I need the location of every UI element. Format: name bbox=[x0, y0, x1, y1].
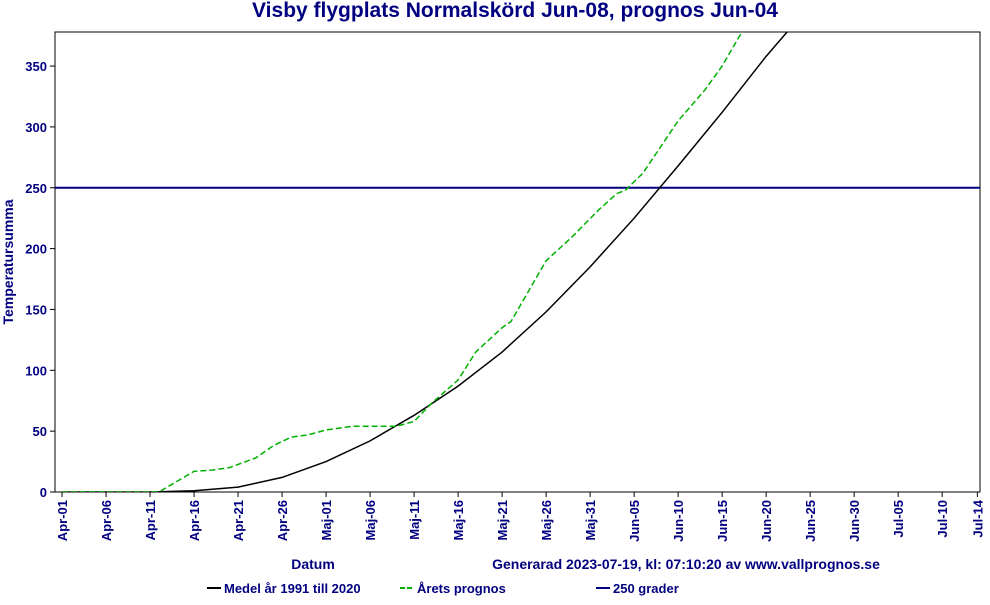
chart-title: Visby flygplats Normalskörd Jun-08, prog… bbox=[252, 0, 778, 22]
plot-content bbox=[55, 32, 980, 492]
x-tick-label: Maj-21 bbox=[495, 500, 510, 540]
y-tick-label: 300 bbox=[25, 120, 47, 135]
x-tick-label: Jun-05 bbox=[627, 500, 642, 542]
x-tick-label: Maj-06 bbox=[363, 500, 378, 540]
legend-label: Årets prognos bbox=[417, 581, 506, 596]
legend-label: Medel år 1991 till 2020 bbox=[224, 581, 361, 596]
x-tick-label: Maj-16 bbox=[451, 500, 466, 540]
y-tick-label: 350 bbox=[25, 59, 47, 74]
series-line bbox=[62, 32, 789, 492]
annotation: Generarad 2023-07-19, kl: 07:10:20 av ww… bbox=[492, 556, 880, 572]
x-tick-label: Apr-06 bbox=[99, 500, 114, 541]
series-line bbox=[62, 32, 744, 492]
legend-label: 250 grader bbox=[613, 581, 679, 596]
x-tick-label: Maj-01 bbox=[319, 500, 334, 540]
x-tick-label: Jun-30 bbox=[847, 500, 862, 542]
x-tick-label: Jul-14 bbox=[970, 499, 985, 537]
x-tick-label: Apr-21 bbox=[231, 500, 246, 541]
x-tick-label: Jul-05 bbox=[891, 500, 906, 538]
x-tick-label: Jun-15 bbox=[715, 500, 730, 542]
x-tick-label: Apr-26 bbox=[275, 500, 290, 541]
y-tick-label: 250 bbox=[25, 181, 47, 196]
plot-area bbox=[54, 31, 981, 493]
x-tick-label: Maj-11 bbox=[407, 500, 422, 540]
x-tick-label: Apr-11 bbox=[143, 500, 158, 540]
x-tick-label: Jun-25 bbox=[803, 500, 818, 542]
y-tick-label: 100 bbox=[25, 363, 47, 378]
x-tick-label: Apr-01 bbox=[55, 500, 70, 541]
x-tick-label: Jul-10 bbox=[935, 500, 950, 538]
y-tick-label: 150 bbox=[25, 302, 47, 317]
x-tick-label: Maj-31 bbox=[583, 500, 598, 540]
x-tick-label: Jun-10 bbox=[671, 500, 686, 542]
y-tick-label: 200 bbox=[25, 242, 47, 257]
y-tick-label: 50 bbox=[33, 424, 47, 439]
x-tick-label: Maj-26 bbox=[539, 500, 554, 540]
x-tick-label: Apr-16 bbox=[187, 500, 202, 541]
y-axis-label: Temperatursumma bbox=[0, 199, 16, 324]
x-tick-label: Jun-20 bbox=[759, 500, 774, 542]
y-tick-label: 0 bbox=[40, 485, 47, 500]
x-axis-label: Datum bbox=[291, 556, 335, 572]
